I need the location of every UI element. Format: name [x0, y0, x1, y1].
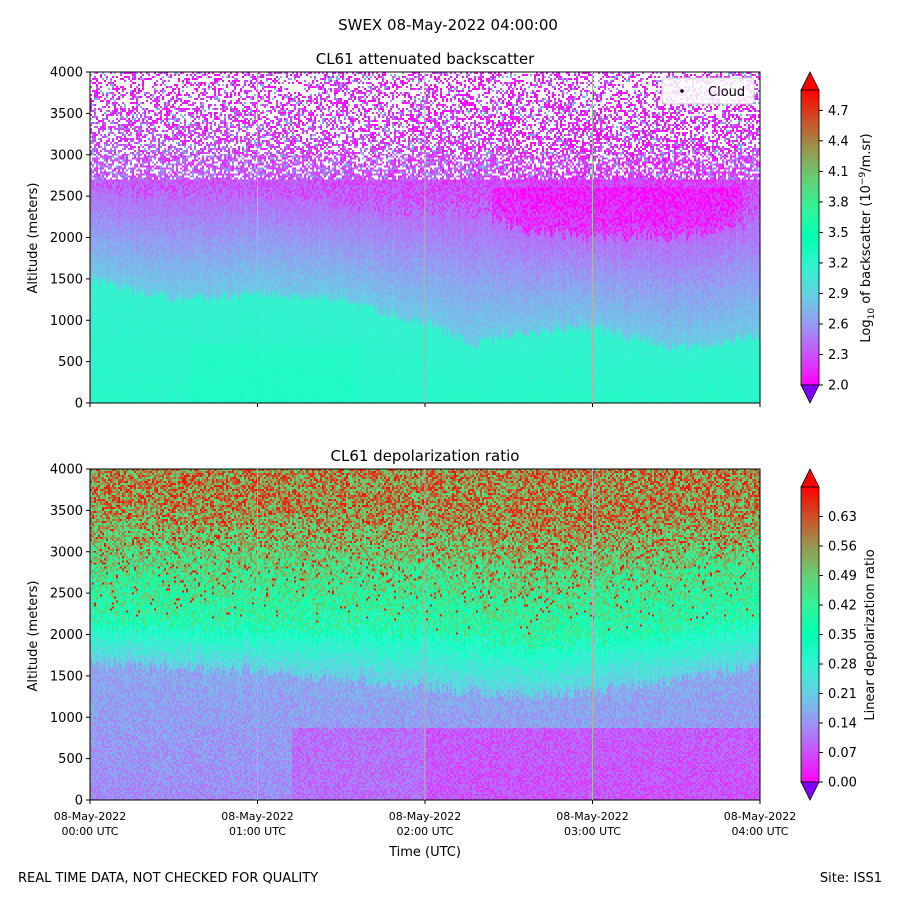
y-tick-label: 0	[75, 397, 83, 412]
x-tick-label-time: 04:00 UTC	[731, 825, 788, 838]
colorbar-tick-label: 4.4	[828, 134, 849, 149]
x-tick-label-time: 03:00 UTC	[564, 825, 621, 838]
backscatter-colorbar: 2.0 2.3 2.6 2.9 3.2 3.5 3.8 4.1 4.4 4.7 Log10 of …	[800, 71, 877, 404]
y-tick-label: 3000	[50, 545, 83, 560]
x-tick-label-time: 02:00 UTC	[396, 825, 453, 838]
backscatter-colorbar-extend-min	[800, 384, 820, 404]
backscatter-colorbar-extend-max	[800, 71, 820, 91]
footer-quality-note: REAL TIME DATA, NOT CHECKED FOR QUALITY	[18, 871, 318, 886]
depolarization-colorbar-extend-max	[800, 468, 820, 488]
colorbar-tick-label: 0.42	[828, 599, 857, 614]
legend-marker-icon	[680, 89, 684, 93]
depolarization-x-axis: 08-May-2022 00:00 UTC 08-May-2022 01:00 UTC…	[54, 800, 796, 838]
colorbar-tick-label: 0.21	[828, 687, 857, 702]
colorbar-tick-label: 4.1	[828, 165, 849, 180]
x-tick-label-time: 00:00 UTC	[61, 825, 118, 838]
y-tick-label: 2500	[50, 190, 83, 205]
colorbar-tick-label: 3.8	[828, 195, 849, 210]
y-tick-label: 2000	[50, 231, 83, 246]
depolarization-colorbar: 0.00 0.07 0.14 0.21 0.28 0.35 0.42 0.49 0.56 0.63…	[800, 468, 878, 801]
y-tick-label: 4000	[50, 66, 83, 81]
colorbar-tick-label: 2.0	[828, 379, 849, 394]
y-tick-label: 1000	[50, 314, 83, 329]
backscatter-ylabel: Altitude (meters)	[26, 183, 41, 294]
colorbar-tick-label: 2.6	[828, 317, 849, 332]
cloud-legend: Cloud	[661, 77, 755, 105]
x-tick-label-date: 08-May-2022	[724, 810, 796, 823]
colorbar-tick-label: 0.00	[828, 776, 857, 791]
y-tick-label: 0	[75, 794, 83, 809]
colorbar-tick-label: 4.7	[828, 104, 849, 119]
depolarization-colorbar-ticks: 0.00 0.07 0.14 0.21 0.28 0.35 0.42 0.49 0.56 0.63	[819, 510, 857, 791]
colorbar-tick-label: 0.56	[828, 540, 857, 555]
colorbar-tick-label: 0.63	[828, 510, 857, 525]
y-tick-label: 1500	[50, 272, 83, 287]
y-tick-label: 3500	[50, 107, 83, 122]
colorbar-tick-label: 2.3	[828, 348, 849, 363]
depolarization-ylabel: Altitude (meters)	[26, 581, 41, 692]
y-tick-label: 1000	[50, 711, 83, 726]
y-tick-label: 1500	[50, 669, 83, 684]
colorbar-tick-label: 0.28	[828, 658, 857, 673]
colorbar-tick-label: 3.5	[828, 226, 849, 241]
y-tick-label: 3000	[50, 148, 83, 163]
x-tick-label-date: 08-May-2022	[389, 810, 461, 823]
legend-box	[661, 77, 755, 105]
x-tick-label-time: 01:00 UTC	[229, 825, 286, 838]
depolarization-colorbar-ramp	[800, 486, 820, 783]
colorbar-tick-label: 0.07	[828, 746, 857, 761]
y-tick-label: 500	[58, 355, 83, 370]
depolarization-y-axis: 0 500 1000 1500 2000 2500 3000 3500 4000	[50, 463, 90, 809]
backscatter-y-axis: 0 500 1000 1500 2000 2500 3000 3500 4000	[50, 66, 90, 412]
y-tick-label: 2000	[50, 628, 83, 643]
depolarization-panel: CL61 depolarization ratio 0 500 1000 1500 20…	[26, 447, 878, 860]
colorbar-tick-label: 0.14	[828, 717, 857, 732]
colorbar-tick-label: 0.49	[828, 569, 857, 584]
legend-label: Cloud	[708, 85, 745, 100]
depolarization-colorbar-extend-min	[800, 781, 820, 801]
x-tick-label-date: 08-May-2022	[54, 810, 126, 823]
backscatter-colorbar-label: Log10 of backscatter (10−9/m.sr)	[858, 133, 877, 342]
colorbar-tick-label: 3.2	[828, 256, 849, 271]
depolarization-xlabel: Time (UTC)	[388, 845, 461, 860]
backscatter-title: CL61 attenuated backscatter	[316, 50, 535, 68]
x-tick-label-date: 08-May-2022	[221, 810, 293, 823]
y-tick-label: 2500	[50, 587, 83, 602]
backscatter-panel: CL61 attenuated backscatter 0 500 1000 1500…	[26, 50, 877, 412]
depolarization-title: CL61 depolarization ratio	[331, 447, 520, 465]
backscatter-x-axis	[89, 403, 761, 407]
depolarization-time-gridlines	[257, 469, 593, 800]
backscatter-time-gridlines	[257, 72, 593, 403]
y-tick-label: 4000	[50, 463, 83, 478]
x-tick-label-date: 08-May-2022	[556, 810, 628, 823]
backscatter-colorbar-ticks: 2.0 2.3 2.6 2.9 3.2 3.5 3.8 4.1 4.4 4.7	[819, 104, 849, 394]
figure-suptitle: SWEX 08-May-2022 04:00:00	[338, 16, 558, 34]
backscatter-colorbar-ramp	[800, 89, 820, 386]
y-tick-label: 3500	[50, 504, 83, 519]
depolarization-colorbar-label: Linear depolarization ratio	[863, 549, 878, 720]
footer-site: Site: ISS1	[820, 871, 882, 886]
colorbar-tick-label: 0.35	[828, 628, 857, 643]
colorbar-tick-label: 2.9	[828, 287, 849, 302]
y-tick-label: 500	[58, 752, 83, 767]
